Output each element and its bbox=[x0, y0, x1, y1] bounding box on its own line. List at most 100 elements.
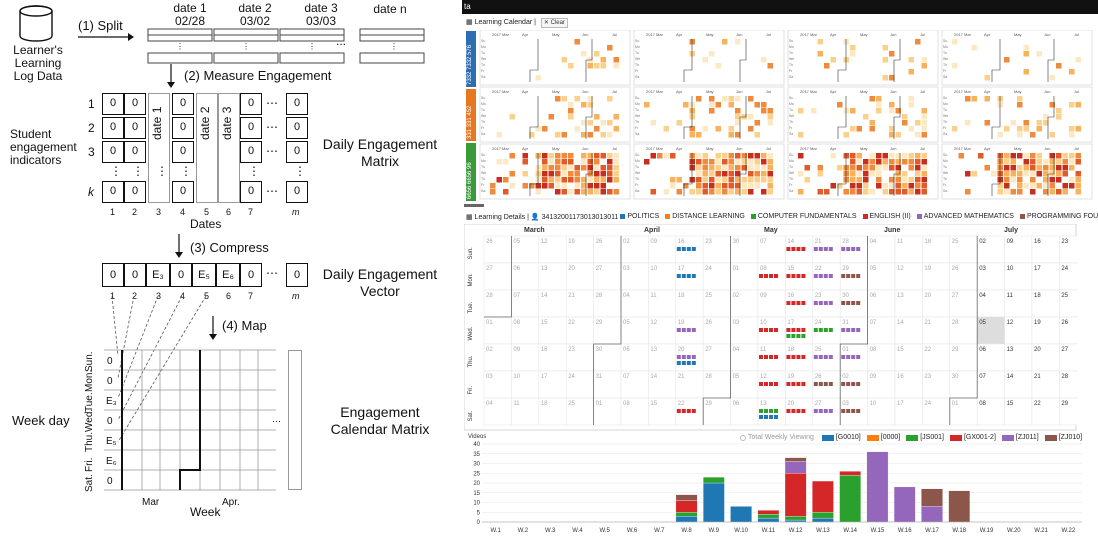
mini-day-cell[interactable] bbox=[696, 189, 702, 195]
mini-day-cell[interactable] bbox=[613, 159, 620, 165]
mini-day-cell[interactable] bbox=[613, 126, 620, 132]
day-cell[interactable]: 16 bbox=[1031, 235, 1060, 264]
mini-day-cell[interactable] bbox=[863, 165, 869, 171]
mini-day-cell[interactable] bbox=[542, 183, 548, 189]
day-cell[interactable]: 13 bbox=[538, 262, 567, 291]
mini-day-cell[interactable] bbox=[555, 96, 561, 102]
mini-day-cell[interactable] bbox=[728, 177, 735, 183]
day-cell[interactable]: 01 bbox=[483, 316, 512, 345]
mini-day-cell[interactable] bbox=[581, 165, 587, 171]
mini-day-cell[interactable] bbox=[1010, 159, 1017, 165]
mini-day-cell[interactable] bbox=[607, 189, 613, 195]
mini-day-cell[interactable] bbox=[882, 189, 889, 195]
mini-day-cell[interactable] bbox=[509, 171, 516, 177]
mini-day-cell[interactable] bbox=[600, 177, 607, 183]
day-cell[interactable]: 06 bbox=[620, 343, 649, 372]
day-cell[interactable]: 21 bbox=[812, 235, 841, 264]
mini-day-cell[interactable] bbox=[915, 171, 921, 177]
mini-day-cell[interactable] bbox=[613, 189, 620, 195]
mini-day-cell[interactable] bbox=[895, 183, 902, 189]
day-cell[interactable]: 01 bbox=[593, 397, 622, 426]
day-cell[interactable]: 30 bbox=[593, 343, 622, 372]
mini-day-cell[interactable] bbox=[735, 114, 741, 120]
day-cell[interactable]: 19 bbox=[1031, 316, 1060, 345]
mini-day-cell[interactable] bbox=[997, 183, 1004, 189]
day-cell[interactable]: 26 bbox=[1059, 316, 1078, 345]
mini-day-cell[interactable] bbox=[613, 153, 620, 159]
day-cell[interactable]: 06 bbox=[976, 343, 1005, 372]
mini-day-cell[interactable] bbox=[817, 51, 824, 57]
mini-day-cell[interactable] bbox=[1023, 171, 1030, 177]
day-cell[interactable]: 20 bbox=[565, 262, 594, 291]
day-cell[interactable]: 14 bbox=[1004, 370, 1033, 399]
mini-day-cell[interactable] bbox=[798, 189, 804, 195]
legend-item[interactable]: [0000] bbox=[866, 434, 900, 441]
day-cell[interactable]: 07 bbox=[620, 370, 649, 399]
mini-day-cell[interactable] bbox=[1043, 114, 1049, 120]
day-cell[interactable]: 24 bbox=[702, 262, 731, 291]
mini-day-cell[interactable] bbox=[1043, 120, 1049, 126]
mini-day-cell[interactable] bbox=[882, 183, 889, 189]
mini-day-cell[interactable] bbox=[542, 177, 548, 183]
mini-day-cell[interactable] bbox=[728, 126, 735, 132]
mini-day-cell[interactable] bbox=[984, 96, 991, 102]
mini-day-cell[interactable] bbox=[722, 159, 728, 165]
mini-day-cell[interactable] bbox=[600, 189, 607, 195]
mini-day-cell[interactable] bbox=[850, 159, 856, 165]
mini-day-cell[interactable] bbox=[817, 165, 824, 171]
mini-day-cell[interactable] bbox=[587, 177, 594, 183]
day-cell[interactable]: 02 bbox=[839, 370, 868, 399]
mini-day-cell[interactable] bbox=[902, 153, 908, 159]
day-cell[interactable]: 21 bbox=[565, 289, 594, 318]
mini-day-cell[interactable] bbox=[600, 63, 607, 69]
mini-day-cell[interactable] bbox=[1010, 189, 1017, 195]
mini-day-cell[interactable] bbox=[869, 96, 876, 102]
day-cell[interactable]: 27 bbox=[483, 262, 512, 291]
mini-day-cell[interactable] bbox=[522, 153, 529, 159]
mini-day-cell[interactable] bbox=[535, 183, 542, 189]
mini-day-cell[interactable] bbox=[863, 183, 869, 189]
mini-day-cell[interactable] bbox=[921, 114, 928, 120]
mini-day-cell[interactable] bbox=[754, 120, 761, 126]
mini-day-cell[interactable] bbox=[1036, 165, 1043, 171]
day-cell[interactable]: 10 bbox=[757, 316, 786, 345]
mini-day-cell[interactable] bbox=[767, 159, 774, 165]
day-cell[interactable]: 31 bbox=[593, 370, 622, 399]
mini-day-cell[interactable] bbox=[715, 177, 722, 183]
mini-day-cell[interactable] bbox=[574, 183, 581, 189]
mini-day-cell[interactable] bbox=[748, 171, 754, 177]
mini-day-cell[interactable] bbox=[722, 177, 728, 183]
mini-day-cell[interactable] bbox=[689, 189, 696, 195]
mini-day-cell[interactable] bbox=[709, 165, 715, 171]
day-cell[interactable]: 05 bbox=[620, 316, 649, 345]
mini-day-cell[interactable] bbox=[876, 177, 882, 183]
mini-day-cell[interactable] bbox=[1017, 153, 1023, 159]
mini-day-cell[interactable] bbox=[574, 96, 581, 102]
mini-day-cell[interactable] bbox=[574, 177, 581, 183]
day-cell[interactable]: 14 bbox=[785, 235, 814, 264]
mini-day-cell[interactable] bbox=[670, 153, 676, 159]
mini-day-cell[interactable] bbox=[754, 132, 761, 138]
mini-day-cell[interactable] bbox=[1004, 189, 1010, 195]
bar-segment[interactable] bbox=[784, 516, 807, 521]
mini-day-cell[interactable] bbox=[798, 153, 804, 159]
day-cell[interactable]: 30 bbox=[839, 289, 868, 318]
day-cell[interactable]: 12 bbox=[894, 262, 923, 291]
mini-day-cell[interactable] bbox=[908, 126, 915, 132]
mini-day-cell[interactable] bbox=[696, 183, 702, 189]
mini-day-cell[interactable] bbox=[1049, 177, 1056, 183]
mini-day-cell[interactable] bbox=[1004, 126, 1010, 132]
mini-day-cell[interactable] bbox=[676, 189, 683, 195]
day-cell[interactable]: 23 bbox=[1059, 235, 1078, 264]
mini-day-cell[interactable] bbox=[535, 126, 542, 132]
day-cell[interactable]: 13 bbox=[757, 397, 786, 426]
mini-day-cell[interactable] bbox=[1069, 102, 1075, 108]
mini-day-cell[interactable] bbox=[587, 165, 594, 171]
mini-day-cell[interactable] bbox=[715, 102, 722, 108]
mini-day-cell[interactable] bbox=[490, 183, 496, 189]
day-cell[interactable]: 15 bbox=[785, 262, 814, 291]
mini-day-cell[interactable] bbox=[908, 177, 915, 183]
mini-day-cell[interactable] bbox=[748, 114, 754, 120]
day-cell[interactable]: 09 bbox=[1004, 235, 1033, 264]
mini-day-cell[interactable] bbox=[1062, 159, 1069, 165]
